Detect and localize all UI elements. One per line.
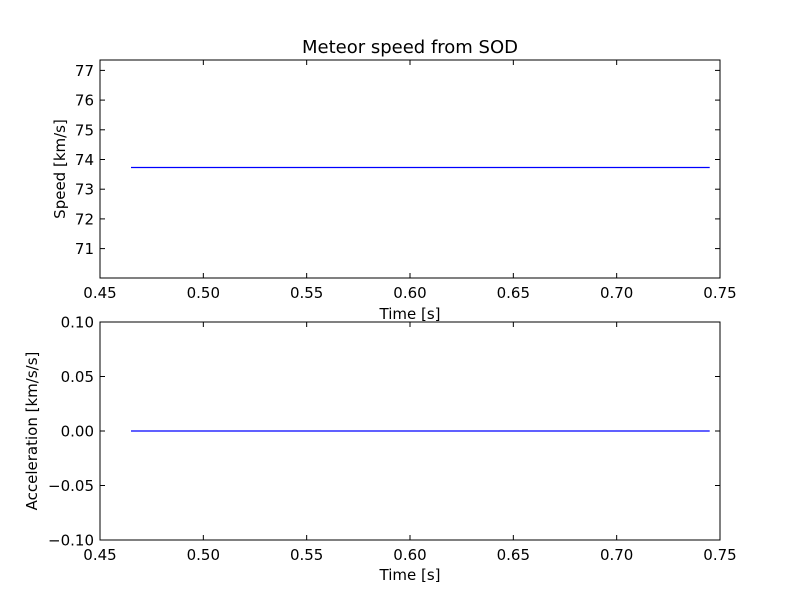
speed-x-tick-label: 0.70 xyxy=(600,284,633,302)
speed-subplot: Meteor speed from SOD 0.45 0.50 0.55 0.60 0.… xyxy=(51,37,737,323)
acceleration-x-tick-label: 0.75 xyxy=(703,546,736,564)
speed-y-tick-label: 72 xyxy=(75,210,94,228)
speed-y-axis-label: Speed [km/s] xyxy=(51,119,69,219)
speed-x-tick-label: 0.75 xyxy=(703,284,736,302)
speed-axes-frame xyxy=(99,59,721,279)
acceleration-y-axis-label: Acceleration [km/s/s] xyxy=(23,352,41,511)
acceleration-ticks: 0.45 0.50 0.55 0.60 0.65 0.70 0.75 −0.10 −0.05 0.… xyxy=(48,314,737,565)
speed-y-tick-label: 74 xyxy=(75,151,94,169)
acceleration-y-tick-label: 0.00 xyxy=(61,423,94,441)
speed-x-tick-label: 0.50 xyxy=(187,284,220,302)
acceleration-y-tick-label: −0.10 xyxy=(48,532,94,550)
speed-x-tick-label: 0.65 xyxy=(497,284,530,302)
speed-y-tick-label: 73 xyxy=(75,181,94,199)
acceleration-subplot: 0.45 0.50 0.55 0.60 0.65 0.70 0.75 −0.10 −0.05 0.… xyxy=(23,314,737,585)
speed-y-tick-label: 77 xyxy=(75,62,94,80)
acceleration-x-tick-label: 0.65 xyxy=(497,546,530,564)
acceleration-x-tick-label: 0.70 xyxy=(600,546,633,564)
speed-y-tick-label: 75 xyxy=(75,121,94,139)
chart-title: Meteor speed from SOD xyxy=(302,37,518,58)
acceleration-axes-frame xyxy=(99,321,721,541)
acceleration-x-axis-label: Time [s] xyxy=(379,566,441,584)
speed-x-tick-label: 0.55 xyxy=(290,284,323,302)
acceleration-y-tick-label: 0.05 xyxy=(61,368,94,386)
acceleration-x-tick-label: 0.55 xyxy=(290,546,323,564)
speed-ticks: 0.45 0.50 0.55 0.60 0.65 0.70 0.75 71 72 73 74 75 76… xyxy=(75,60,737,302)
speed-x-tick-label: 0.45 xyxy=(83,284,116,302)
acceleration-x-tick-label: 0.60 xyxy=(393,546,426,564)
acceleration-x-tick-label: 0.45 xyxy=(83,546,116,564)
speed-x-tick-label: 0.60 xyxy=(393,284,426,302)
speed-x-axis-label: Time [s] xyxy=(379,305,441,323)
acceleration-y-tick-label: 0.10 xyxy=(61,314,94,332)
acceleration-y-tick-label: −0.05 xyxy=(48,477,94,495)
acceleration-x-tick-label: 0.50 xyxy=(187,546,220,564)
speed-y-tick-label: 71 xyxy=(75,240,94,258)
speed-y-tick-label: 76 xyxy=(75,92,94,110)
